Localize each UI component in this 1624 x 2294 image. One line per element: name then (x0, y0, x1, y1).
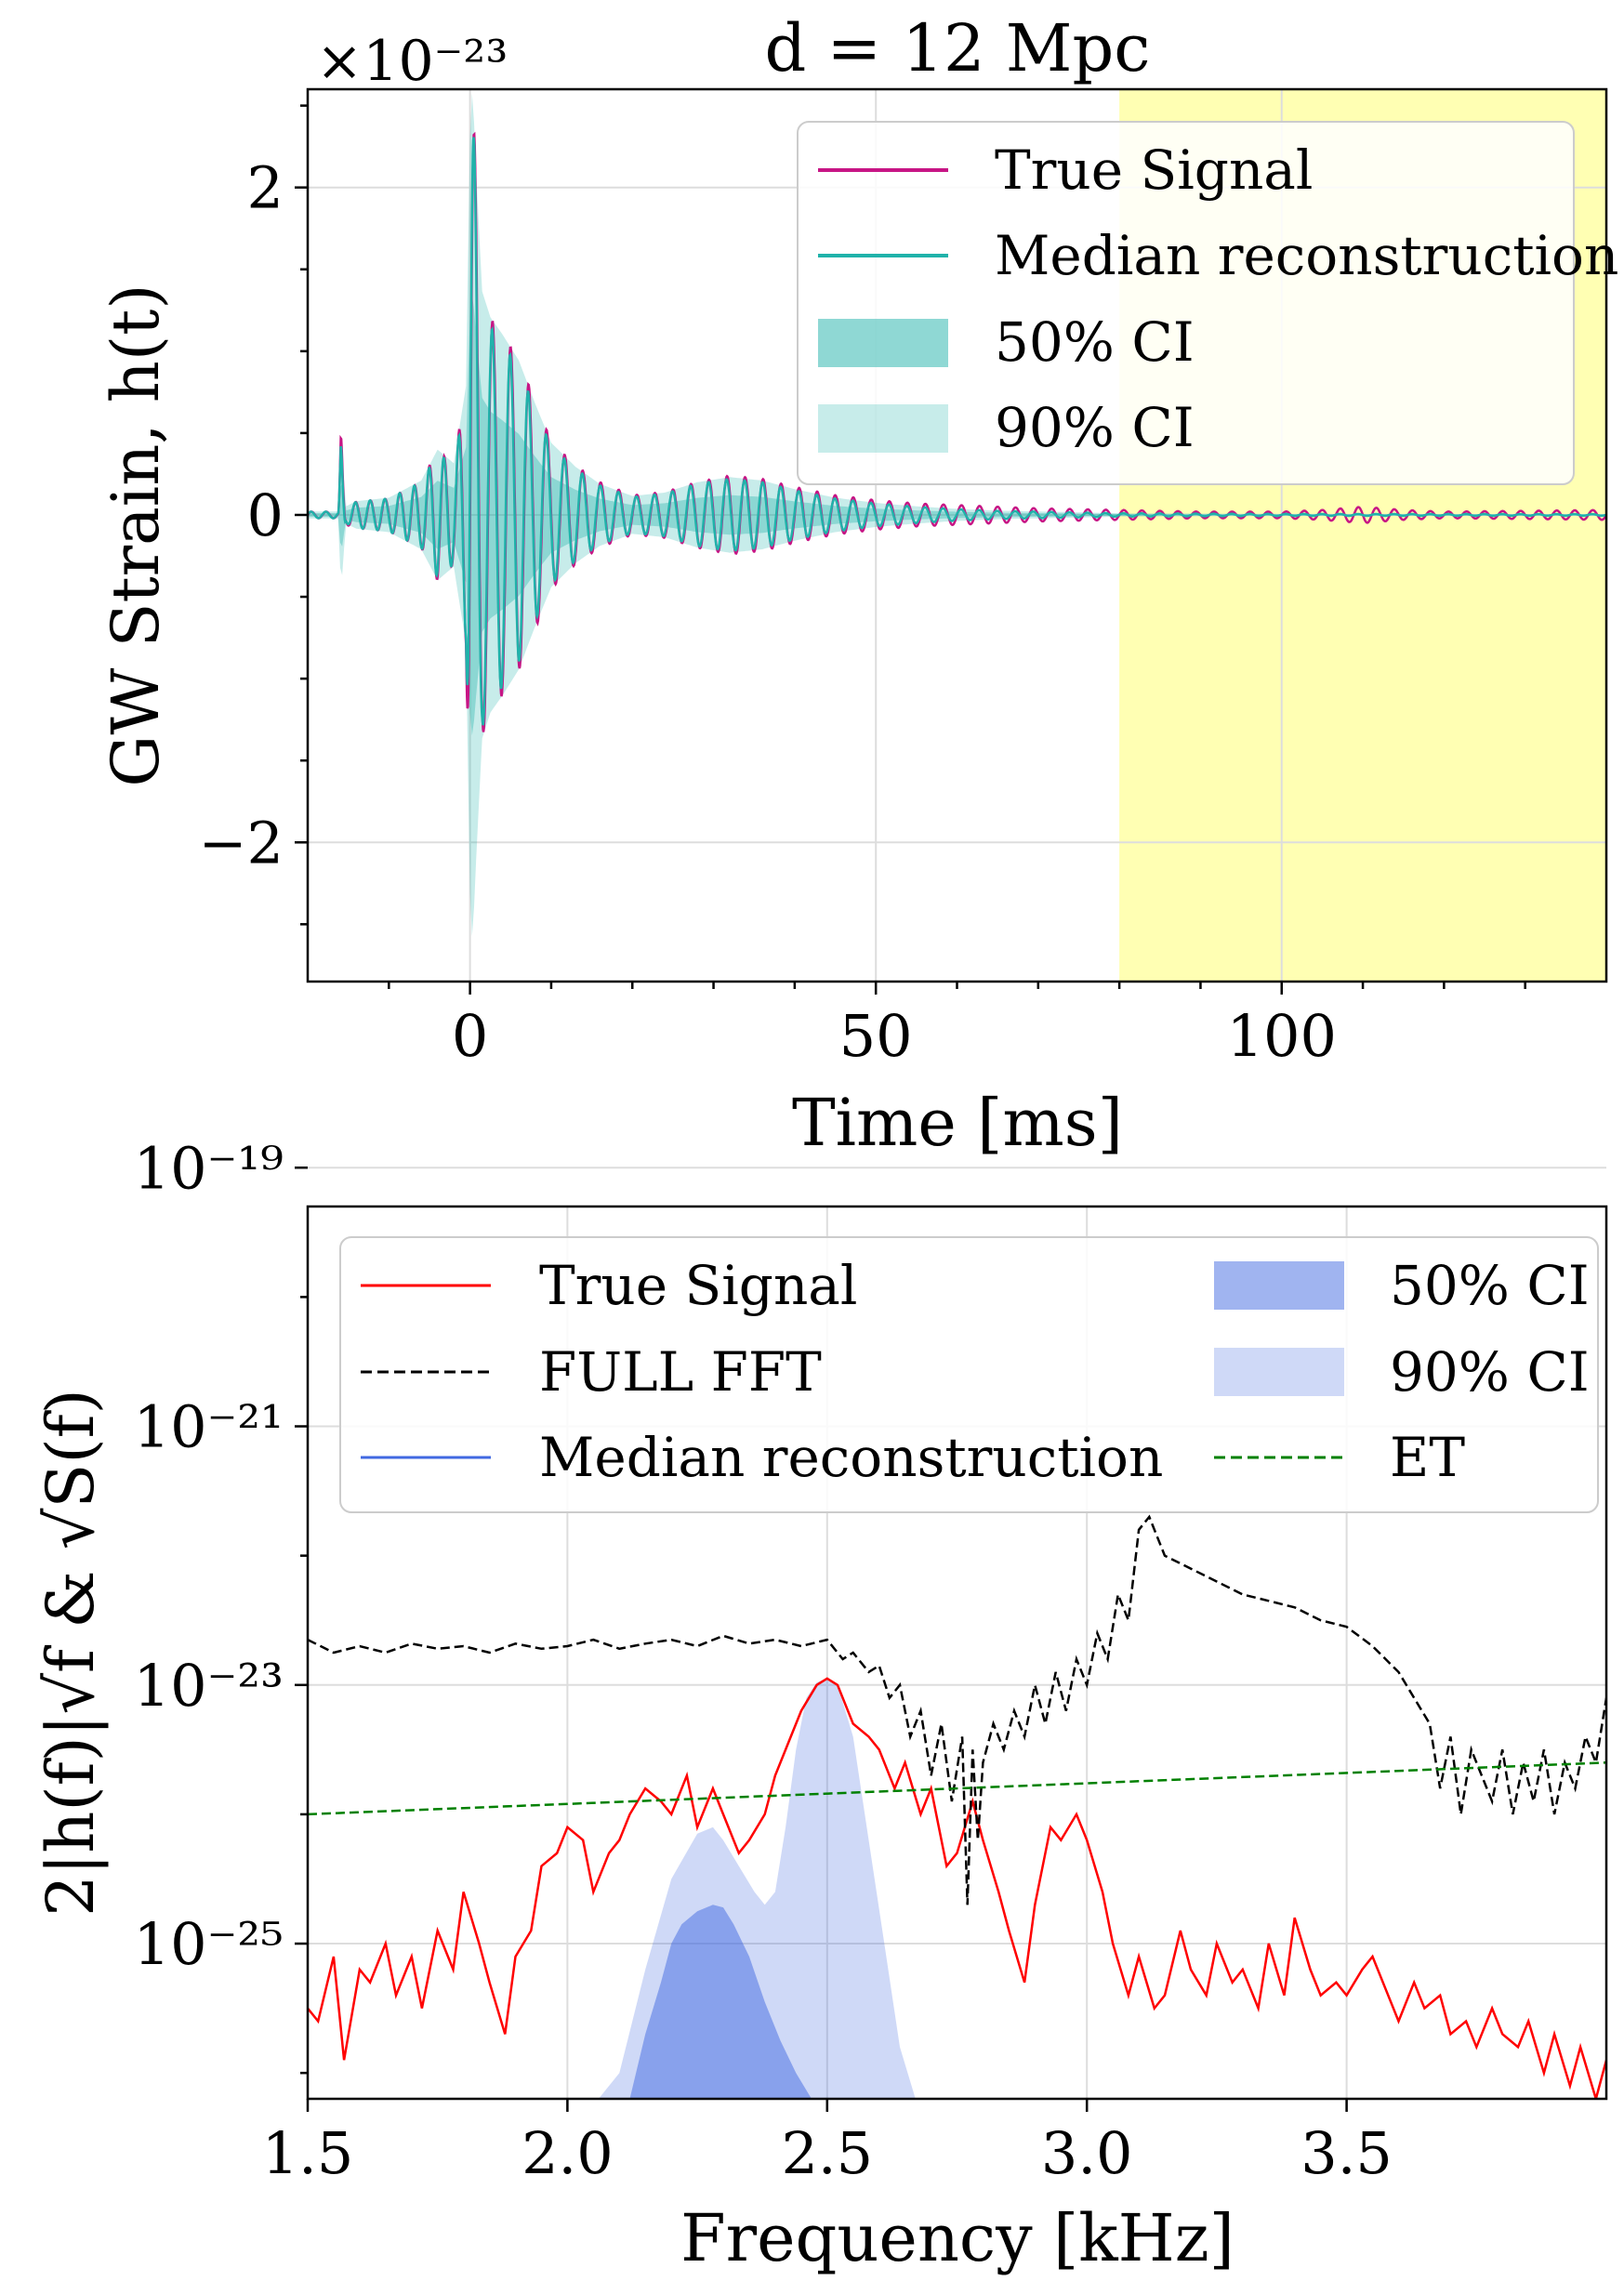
top-legend: True Signal Median reconstruction 50% CI… (797, 121, 1618, 485)
bottom-y-tick-label: 10⁻²¹ (134, 1393, 284, 1461)
top-legend-swatch-ci50 (818, 319, 948, 367)
top-x-tick-label: 100 (1227, 1002, 1337, 1070)
bottom-legend: True Signal FULL FFT Median reconstructi… (339, 1236, 1599, 1513)
bottom-legend-label-full-fft: FULL FFT (539, 1340, 822, 1404)
top-legend-box (797, 121, 1575, 485)
top-x-tick-label: 0 (452, 1002, 488, 1070)
bottom-legend-swatch-ci50 (1214, 1261, 1344, 1310)
top-series-group (308, 131, 1606, 732)
bottom-x-tick-label: 2.5 (781, 2119, 873, 2187)
top-y-multiplier: ×10⁻²³ (316, 29, 508, 94)
bottom-legend-label-et: ET (1390, 1426, 1465, 1489)
bottom-x-tick-label: 1.5 (262, 2119, 354, 2187)
bottom-y-tick-label: 10⁻¹⁹ (134, 1134, 284, 1202)
bottom-x-tick-label: 3.5 (1301, 2119, 1393, 2187)
bottom-legend-swatch-ci90 (1214, 1348, 1344, 1396)
bottom-tick-marks (295, 1167, 1348, 2112)
bottom-y-axis-label: 2|h(f)|√f & √S(f) (33, 1389, 109, 1917)
bottom-series-et (308, 1761, 1606, 1816)
bottom-ci-bands (598, 1678, 916, 2099)
top-legend-label-true-signal: True Signal (995, 138, 1313, 202)
bottom-legend-label-true-signal: True Signal (539, 1254, 857, 1317)
bottom-chart: 1.5 2.0 2.5 3.0 3.5 10⁻²⁵ 10⁻²³ 10⁻²¹ 10⁻¹⁹ Freq… (33, 1134, 1608, 2276)
top-y-tick-label: 2 (247, 154, 284, 222)
bottom-band-50-ci (629, 1905, 812, 2099)
bottom-x-tick-label: 3.0 (1041, 2119, 1133, 2187)
bottom-legend-label-median: Median reconstruction (539, 1426, 1163, 1489)
bottom-series-true-signal (308, 1677, 1606, 2099)
bottom-tick-labels: 1.5 2.0 2.5 3.0 3.5 10⁻²⁵ 10⁻²³ 10⁻²¹ 10⁻¹⁹ (134, 1134, 1393, 2187)
bottom-series-full-fft (308, 1514, 1606, 1905)
bottom-x-axis-label: Frequency [kHz] (680, 2200, 1235, 2276)
bottom-plot-frame (306, 1205, 1608, 2101)
bottom-legend-label-ci90: 90% CI (1390, 1340, 1590, 1404)
top-tick-labels: 0 50 100 −2 0 2 (199, 154, 1337, 1070)
bottom-series-group (308, 1514, 1606, 2099)
top-y-axis-label: GW Strain, h(t) (98, 283, 174, 786)
top-y-tick-label: −2 (199, 809, 284, 877)
top-legend-swatch-ci90 (818, 404, 948, 453)
bottom-legend-label-ci50: 50% CI (1390, 1254, 1590, 1317)
bottom-y-tick-label: 10⁻²³ (134, 1652, 284, 1720)
top-legend-label-ci50: 50% CI (995, 310, 1195, 374)
top-chart-title: d = 12 Mpc (765, 10, 1151, 86)
top-legend-label-ci90: 90% CI (995, 396, 1195, 459)
bottom-x-tick-label: 2.0 (522, 2119, 614, 2187)
top-chart: 0 50 100 −2 0 2 d = 12 Mpc ×10⁻²³ Time [ms] G… (98, 10, 1618, 1161)
top-x-axis-label: Time [ms] (792, 1085, 1123, 1161)
top-legend-label-median: Median reconstruction (995, 224, 1618, 287)
top-series-median-reconstruction (308, 137, 1606, 726)
top-x-tick-label: 50 (839, 1002, 913, 1070)
top-y-tick-label: 0 (247, 481, 284, 549)
bottom-y-tick-label: 10⁻²⁵ (134, 1910, 284, 1978)
top-tick-marks (295, 104, 1526, 995)
